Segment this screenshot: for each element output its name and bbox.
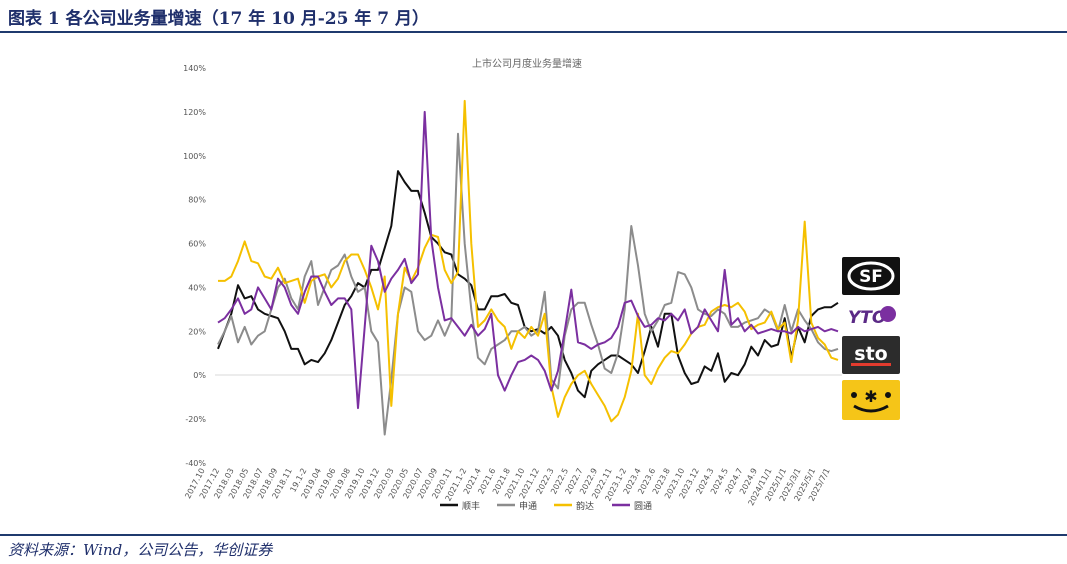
chart-title: 上市公司月度业务量增速 <box>472 57 582 70</box>
y-tick-label: 60% <box>188 240 206 249</box>
series-line-顺丰 <box>217 170 839 399</box>
legend-label-顺丰: 顺丰 <box>462 500 480 512</box>
y-tick-label: 40% <box>188 283 206 292</box>
line-chart: 上市公司月度业务量增速 -40% -20% 0% 20% 40% 60% 80% 100% 12… <box>183 57 842 512</box>
y-tick-label: 140% <box>183 64 206 73</box>
yto-logo-text: YTO <box>848 308 886 328</box>
y-tick-label: 80% <box>188 196 206 205</box>
legend-label-韵达: 韵达 <box>576 500 594 512</box>
sf-logo-text: SF <box>859 267 883 287</box>
y-tick-label: 0% <box>193 371 206 380</box>
y-tick-label: 20% <box>188 327 206 336</box>
series-line-韵达 <box>218 99 839 423</box>
legend-label-圆通: 圆通 <box>634 501 652 512</box>
figure-title: 图表 1 各公司业务量增速（17 年 10 月-25 年 7 月） <box>8 9 430 29</box>
svg-text:✱: ✱ <box>864 387 877 406</box>
sf-express-logo: SF <box>842 257 900 295</box>
yunda-logo: ✱ <box>842 380 900 420</box>
y-tick-label: -40% <box>185 459 206 468</box>
series-line-圆通 <box>217 110 839 410</box>
legend-label-申通: 申通 <box>519 500 537 512</box>
yto-logo: YTO <box>842 297 900 335</box>
y-axis-ticks: -40% -20% 0% 20% 40% 60% 80% 100% 120% 140% <box>183 64 206 468</box>
sto-logo-text: sto <box>854 343 887 365</box>
y-tick-label: 100% <box>183 152 206 161</box>
source-note: 资料来源：Wind，公司公告，华创证券 <box>8 541 273 559</box>
x-axis-ticks: 2017.102017.122018.032018.052018.072018.… <box>183 467 831 507</box>
series-lines <box>217 99 839 436</box>
y-tick-label: 120% <box>183 108 206 117</box>
y-tick-label: -20% <box>185 415 206 424</box>
legend: 顺丰 申通 韵达 圆通 <box>440 500 652 512</box>
bottom-rule <box>0 534 1067 536</box>
sto-logo: sto <box>842 336 900 374</box>
top-rule <box>0 31 1067 33</box>
